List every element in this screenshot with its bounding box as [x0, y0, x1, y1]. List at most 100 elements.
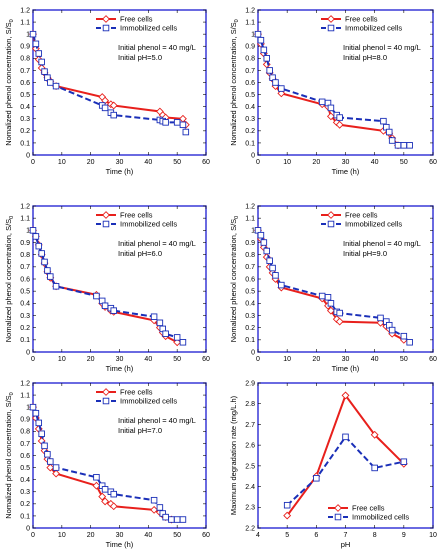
- y-tick-label: 2.5: [245, 463, 255, 470]
- series-immobilized-cells: [29, 403, 187, 523]
- y-axis-label-main: Nomalized phenol concentration, S/S: [4, 219, 13, 342]
- y-axis-label-main: Maximum degradation rate (mg/L.h): [229, 395, 238, 515]
- data-point-diamond: [327, 15, 335, 23]
- legend-item: Free cells: [96, 388, 153, 397]
- data-point-square: [32, 40, 40, 48]
- data-point-square: [29, 403, 37, 411]
- y-axis-label-subscript: 0: [234, 216, 240, 219]
- data-point-square: [266, 67, 273, 74]
- data-point-square: [156, 504, 164, 511]
- data-point-square: [162, 330, 169, 338]
- data-point-diamond: [92, 481, 101, 490]
- data-point-square: [257, 36, 265, 44]
- y-tick-label: 2.7: [245, 422, 255, 429]
- x-tick-label: 0: [31, 356, 35, 363]
- y-axis-label: Nomalized phenol concentration, S/S0: [4, 216, 15, 342]
- x-tick-label: 20: [87, 159, 95, 166]
- legend-label: Immobilized cells: [120, 397, 177, 406]
- y-tick-label: 0.1: [245, 337, 255, 344]
- legend-label: Immobilized cells: [345, 220, 402, 229]
- y-tick-label: 0.9: [20, 44, 30, 51]
- data-point-square: [44, 267, 51, 274]
- data-point-square: [44, 451, 51, 458]
- data-point-square: [41, 442, 48, 450]
- y-axis-label-subscript: 0: [234, 19, 240, 22]
- y-tick-label: 0.1: [20, 140, 30, 147]
- y-tick-label: 2.9: [245, 380, 255, 387]
- data-point-diamond: [102, 388, 110, 396]
- data-point-square: [254, 30, 262, 38]
- data-point-square: [269, 264, 276, 272]
- data-point-square: [318, 98, 326, 106]
- y-axis-label-main: Nomalized phenol concentration, S/S: [229, 219, 238, 342]
- data-point-square: [110, 307, 117, 314]
- y-tick-label: 0.9: [245, 240, 255, 247]
- y-tick-label: 0: [251, 349, 255, 356]
- y-tick-label: 0.3: [20, 116, 30, 123]
- data-point-square: [318, 292, 326, 300]
- x-tick-label: 50: [400, 159, 408, 166]
- x-tick-label: 10: [58, 532, 66, 539]
- y-tick-label: 1.2: [20, 203, 30, 210]
- x-tick-label: 30: [116, 159, 124, 166]
- data-point-diamond: [370, 430, 379, 439]
- data-point-square: [260, 239, 268, 246]
- y-tick-label: 1: [26, 228, 30, 235]
- data-point-diamond: [283, 511, 292, 520]
- data-point-square: [327, 220, 335, 228]
- annotation-text: Initial phenol = 40 mg/L: [343, 43, 421, 52]
- x-tick-label: 60: [202, 159, 210, 166]
- legend-label: Free cells: [345, 211, 378, 220]
- y-tick-label: 0.2: [20, 325, 30, 332]
- data-point-square: [336, 114, 343, 121]
- data-point-square: [380, 117, 387, 125]
- y-axis-label-main: Nomalized phenol concentration, S/S: [4, 395, 13, 518]
- annotation-text: Initial pH=5.0: [118, 53, 162, 62]
- legend-item: Immobilized cells: [321, 220, 402, 229]
- y-tick-label: 1.1: [245, 19, 255, 26]
- data-point-square: [386, 128, 393, 136]
- data-point-square: [182, 128, 190, 136]
- x-tick-label: 5: [285, 532, 289, 539]
- data-point-square: [101, 486, 109, 493]
- data-point-diamond: [341, 391, 350, 400]
- y-tick-label: 0.3: [245, 313, 255, 320]
- chart-panel-initial-ph-5: 0 10 20 30 40 50 6000.10.20.30.40.50.60.70.80.…: [4, 7, 210, 176]
- data-point-square: [35, 50, 43, 57]
- series-free-cells: [283, 391, 408, 520]
- x-tick-label: 60: [202, 532, 210, 539]
- data-point-square: [150, 313, 158, 320]
- data-point-square: [29, 227, 37, 234]
- x-tick-label: 50: [173, 532, 181, 539]
- data-point-diamond: [52, 469, 61, 478]
- data-point-square: [263, 55, 271, 62]
- legend-label: Free cells: [120, 15, 153, 24]
- data-point-square: [168, 516, 175, 523]
- y-tick-label: 0: [251, 152, 255, 159]
- data-point-square: [101, 104, 109, 112]
- x-tick-label: 20: [87, 532, 95, 539]
- series-immobilized-cells: [283, 433, 408, 509]
- data-point-square: [179, 121, 187, 129]
- x-axis-label: Time (h): [332, 364, 360, 373]
- legend-label: Free cells: [352, 504, 385, 513]
- x-tick-label: 40: [371, 159, 379, 166]
- data-point-square: [173, 119, 181, 126]
- data-point-square: [41, 68, 48, 75]
- annotation-text: Initial phenol = 40 mg/L: [118, 239, 196, 248]
- annotation-text: Initial phenol = 40 mg/L: [343, 239, 421, 248]
- data-point-square: [313, 475, 320, 482]
- y-tick-label: 0.3: [20, 489, 30, 496]
- data-point-square: [110, 490, 117, 498]
- legend-label: Free cells: [120, 388, 153, 397]
- data-point-square: [400, 142, 408, 149]
- data-point-square: [179, 516, 187, 523]
- data-point-square: [47, 273, 54, 280]
- x-tick-label: 4: [256, 532, 260, 539]
- annotation-text: Initial pH=8.0: [343, 53, 387, 62]
- y-axis-label-main: Nomalized phenol concentration, S/S: [229, 22, 238, 145]
- x-tick-label: 10: [283, 356, 291, 363]
- y-tick-label: 0.1: [20, 513, 30, 520]
- data-point-square: [263, 247, 271, 255]
- data-point-diamond: [109, 502, 118, 511]
